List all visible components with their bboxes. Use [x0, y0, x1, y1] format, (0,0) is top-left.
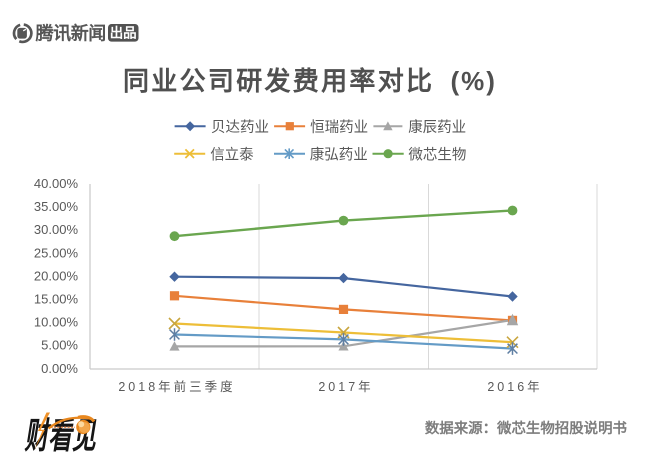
svg-text:信立泰: 信立泰 [210, 146, 254, 163]
svg-text:2018年前三季度: 2018年前三季度 [118, 379, 235, 394]
svg-text:(%): (%) [451, 66, 497, 96]
svg-text:2017年: 2017年 [318, 380, 373, 394]
svg-text:40.00%: 40.00% [34, 176, 79, 191]
svg-text:微芯生物: 微芯生物 [408, 146, 466, 163]
svg-text:恒瑞药业: 恒瑞药业 [310, 119, 368, 136]
svg-text:贝达药业: 贝达药业 [211, 119, 269, 136]
svg-text:数据来源：微芯生物招股说明书: 数据来源：微芯生物招股说明书 [425, 419, 628, 437]
svg-text:30.00%: 30.00% [34, 222, 79, 237]
svg-text:10.00%: 10.00% [34, 315, 79, 330]
svg-text:20.00%: 20.00% [34, 268, 79, 283]
svg-text:25.00%: 25.00% [34, 245, 79, 260]
svg-text:康弘药业: 康弘药业 [310, 146, 368, 163]
svg-text:出品: 出品 [110, 25, 137, 41]
svg-text:0.00%: 0.00% [41, 361, 78, 376]
svg-text:腾讯新闻: 腾讯新闻 [36, 23, 106, 44]
svg-text:35.00%: 35.00% [34, 199, 79, 214]
svg-text:15.00%: 15.00% [34, 292, 79, 307]
svg-text:2016年: 2016年 [487, 380, 542, 394]
svg-text:5.00%: 5.00% [41, 338, 78, 353]
svg-text:康辰药业: 康辰药业 [408, 119, 466, 136]
svg-text:同业公司研发费用率对比: 同业公司研发费用率对比 [123, 66, 434, 96]
